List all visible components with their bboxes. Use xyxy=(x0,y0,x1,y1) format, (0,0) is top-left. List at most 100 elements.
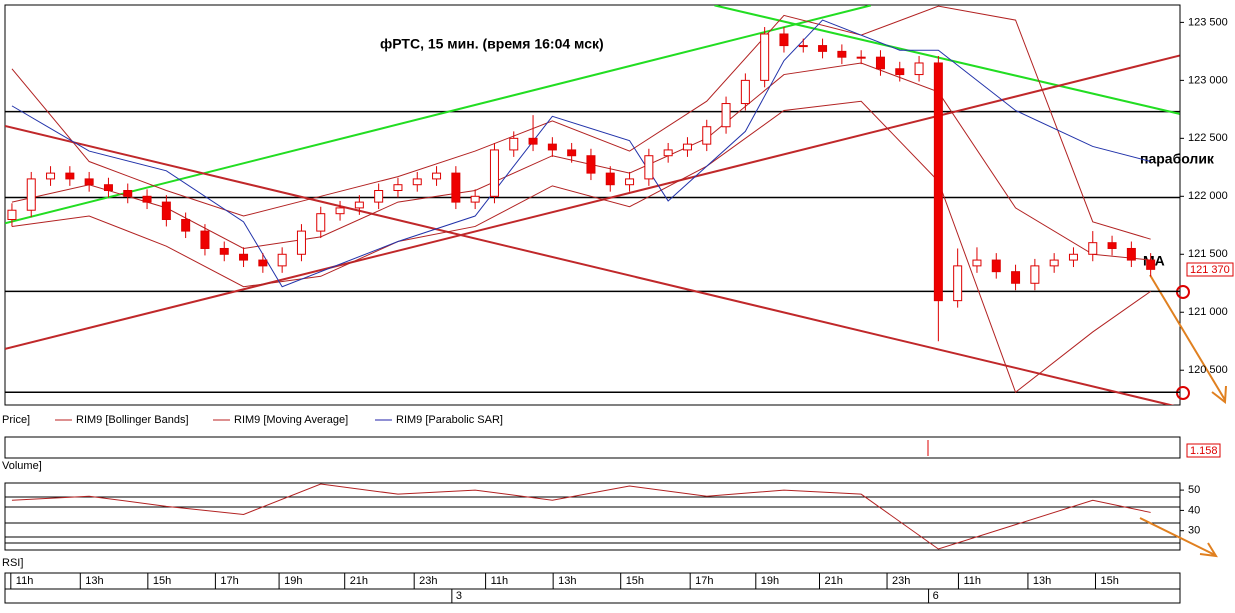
candle-body xyxy=(142,195,152,203)
x-tick-label: 19h xyxy=(761,575,779,587)
trend-line xyxy=(5,124,1175,405)
candle-body xyxy=(779,33,789,47)
candle-body xyxy=(567,149,577,157)
candle-body xyxy=(1107,242,1117,249)
candle-body xyxy=(123,190,133,197)
rsi-tick-label: 30 xyxy=(1188,525,1200,537)
candle-body xyxy=(509,137,519,151)
chart-title: фРТС, 15 мин. (время 16:04 мск) xyxy=(380,36,604,52)
y-tick-label: 122 500 xyxy=(1188,132,1228,144)
x-tick-label: 11h xyxy=(963,575,981,587)
candle-body xyxy=(528,137,538,145)
candle-body xyxy=(702,126,712,145)
candle-body xyxy=(26,178,36,211)
x-tick-label: 23h xyxy=(892,575,910,587)
bb-upper xyxy=(11,5,1151,240)
x-tick-label: 17h xyxy=(220,575,238,587)
volume-title: Volume] xyxy=(2,460,42,472)
candle-body xyxy=(933,62,943,302)
rsi-panel xyxy=(4,482,1181,551)
x-tick-label: 15h xyxy=(626,575,644,587)
candle-body xyxy=(200,230,210,249)
x-tick-label: 19h xyxy=(284,575,302,587)
candle-body xyxy=(219,247,229,255)
candle-body xyxy=(856,56,866,59)
candle-body xyxy=(1146,259,1156,270)
candle-body xyxy=(1030,265,1040,284)
candle-body xyxy=(1126,247,1136,261)
y-tick-label: 123 000 xyxy=(1188,74,1228,86)
rsi-tick-label: 40 xyxy=(1188,504,1200,516)
candle-body xyxy=(798,45,808,48)
volume-panel xyxy=(4,436,1181,459)
candle-body xyxy=(953,265,963,302)
candle-body xyxy=(277,253,287,267)
trend-line xyxy=(5,54,1180,350)
candle-body xyxy=(682,143,692,151)
legend-sar: RIM9 [Parabolic SAR] xyxy=(396,414,503,426)
price-panel xyxy=(4,4,1181,406)
rsi-tick-label: 50 xyxy=(1188,484,1200,496)
candle-body xyxy=(296,230,306,255)
candle-body xyxy=(258,259,268,267)
x-tick-label: 21h xyxy=(350,575,368,587)
candle-body xyxy=(46,172,56,180)
candle-body xyxy=(1088,242,1098,255)
legend-price: Price] xyxy=(2,414,30,426)
rsi-guides xyxy=(5,496,1180,544)
candle-body xyxy=(818,45,828,52)
candle-body xyxy=(7,209,17,220)
time-axis xyxy=(4,572,1181,604)
candle-body xyxy=(432,172,442,180)
candle-body xyxy=(895,68,905,76)
candle-body xyxy=(991,259,1001,273)
candle-body xyxy=(374,190,384,203)
candle-body xyxy=(161,201,171,220)
candle-body xyxy=(760,33,770,81)
candle-body xyxy=(586,155,596,174)
volume-last-box xyxy=(1186,443,1221,458)
day-tick-label: 3 xyxy=(456,590,462,602)
x-tick-label: 13h xyxy=(558,575,576,587)
candle-body xyxy=(605,172,615,186)
y-tick-label: 122 000 xyxy=(1188,190,1228,202)
candle-body xyxy=(451,172,461,203)
level-marker xyxy=(1176,386,1190,400)
y-tick-label: 123 500 xyxy=(1188,16,1228,28)
candle-body xyxy=(84,178,94,186)
candle-body xyxy=(412,178,422,186)
candle-body xyxy=(875,56,885,70)
bb-lower xyxy=(11,100,1151,394)
candle-body xyxy=(1011,271,1021,284)
candle-body xyxy=(393,184,403,192)
candle-body xyxy=(239,253,249,261)
x-tick-label: 13h xyxy=(1033,575,1051,587)
candle-body xyxy=(547,143,557,151)
arrows xyxy=(1139,274,1227,558)
trend-line xyxy=(5,5,872,225)
legend-ma: RIM9 [Moving Average] xyxy=(234,414,348,426)
legend: Price] RIM9 [Bollinger Bands] RIM9 [Movi… xyxy=(2,414,503,426)
candle-body xyxy=(1049,259,1059,267)
candle-body xyxy=(65,172,75,180)
candle-body xyxy=(335,207,345,215)
day-tick-label: 6 xyxy=(933,590,939,602)
x-tick-label: 11h xyxy=(491,575,509,587)
candle-body xyxy=(316,213,326,232)
candle-body xyxy=(103,184,113,192)
candle-body xyxy=(181,218,191,232)
x-tick-label: 15h xyxy=(1100,575,1118,587)
y-tick-label: 120 500 xyxy=(1188,364,1228,376)
y-tick-label: 121 000 xyxy=(1188,306,1228,318)
rsi-line xyxy=(11,483,1151,550)
candle-body xyxy=(721,103,731,128)
candle-body xyxy=(354,201,364,209)
candle-body xyxy=(740,79,750,105)
candle-body xyxy=(470,195,480,203)
candle-body xyxy=(489,149,499,197)
sar-annotation: параболик xyxy=(1140,151,1215,167)
candle-body xyxy=(837,50,847,58)
x-tick-label: 11h xyxy=(16,575,34,587)
volume-last: 1.158 xyxy=(1190,445,1218,457)
